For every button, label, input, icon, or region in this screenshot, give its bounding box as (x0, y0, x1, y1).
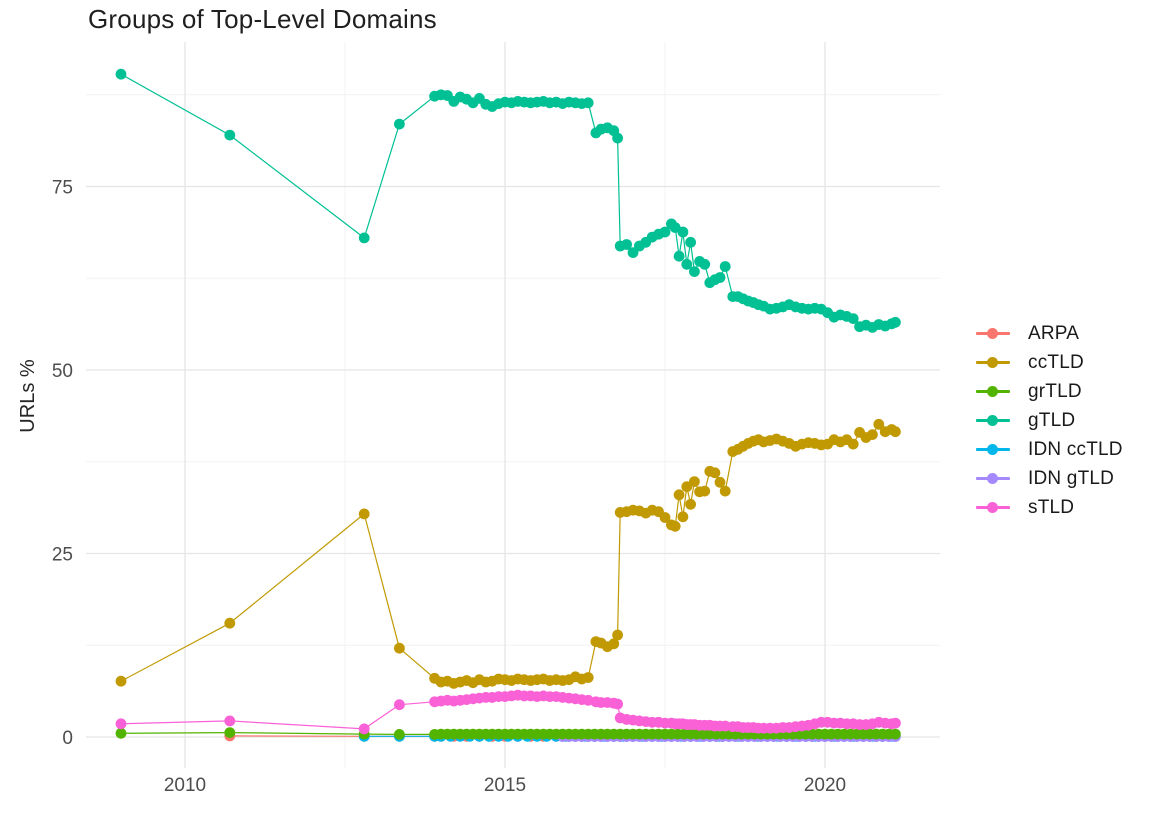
chart-title: Groups of Top-Level Domains (88, 4, 437, 34)
legend-key (976, 464, 1010, 493)
legend: ARPA ccTLD grTLD gTLD IDN ccTLD IDN gTLD sTLD (976, 319, 1123, 522)
major-gridlines (86, 42, 940, 768)
legend-label: ccTLD (1028, 351, 1084, 373)
legend-label: sTLD (1028, 496, 1075, 518)
x-tick-labels: 2010 2015 2020 (164, 775, 846, 796)
y-tick-label: 75 (52, 178, 73, 199)
legend-item-arpa: ARPA (976, 319, 1123, 348)
legend-dot-icon (987, 328, 998, 339)
series-gTLD (115, 68, 901, 333)
minor-gridlines (86, 42, 940, 768)
legend-key (976, 493, 1010, 522)
legend-item-stld: sTLD (976, 493, 1123, 522)
y-tick-label: 25 (52, 545, 73, 566)
legend-dot-icon (987, 386, 998, 397)
legend-item-cctld: ccTLD (976, 348, 1123, 377)
legend-item-grtld: grTLD (976, 377, 1123, 406)
legend-label: grTLD (1028, 380, 1082, 402)
legend-label: IDN gTLD (1028, 467, 1115, 489)
legend-label: gTLD (1028, 409, 1076, 431)
legend-dot-icon (987, 473, 998, 484)
x-tick-label: 2015 (484, 775, 526, 796)
y-tick-label: 0 (62, 728, 73, 749)
legend-item-gtld: gTLD (976, 406, 1123, 435)
legend-label: IDN ccTLD (1028, 438, 1123, 460)
y-tick-label: 50 (52, 361, 73, 382)
legend-key (976, 377, 1010, 406)
series-sTLD (115, 689, 901, 735)
legend-dot-icon (987, 444, 998, 455)
legend-key (976, 319, 1010, 348)
legend-key (976, 348, 1010, 377)
y-tick-labels: 0 25 50 75 (52, 178, 73, 750)
legend-dot-icon (987, 415, 998, 426)
legend-dot-icon (987, 357, 998, 368)
series-ccTLD (115, 418, 901, 689)
legend-key (976, 406, 1010, 435)
x-tick-label: 2010 (164, 775, 206, 796)
legend-item-idn-cctld: IDN ccTLD (976, 435, 1123, 464)
legend-item-idn-gtld: IDN gTLD (976, 464, 1123, 493)
legend-key (976, 435, 1010, 464)
x-tick-label: 2020 (804, 775, 846, 796)
legend-label: ARPA (1028, 322, 1080, 344)
legend-dot-icon (987, 502, 998, 513)
